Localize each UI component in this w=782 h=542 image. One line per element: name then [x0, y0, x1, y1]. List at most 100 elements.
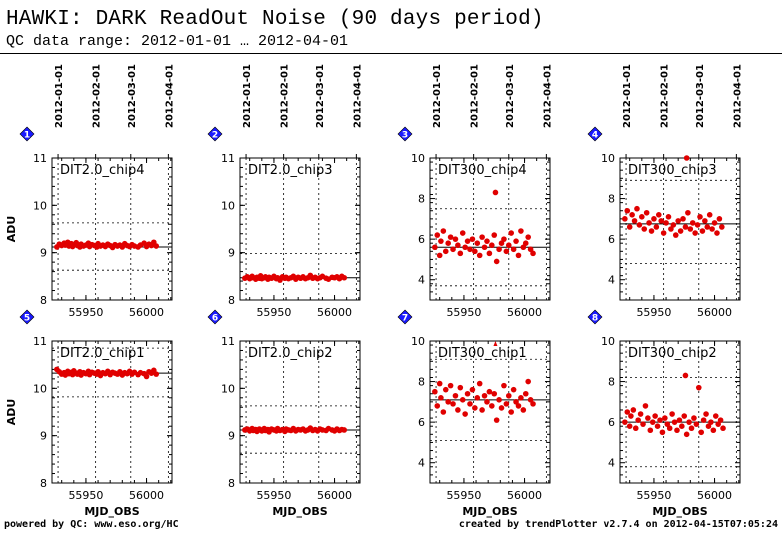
data-point	[634, 205, 640, 212]
y-tick-label: 6	[608, 233, 615, 246]
data-point	[455, 242, 461, 249]
panel-number-badge	[587, 126, 603, 142]
data-point	[628, 413, 634, 419]
data-point	[655, 212, 662, 218]
data-point	[486, 250, 493, 257]
data-point	[457, 250, 464, 257]
y-tick-label: 6	[418, 233, 425, 246]
data-point	[525, 378, 531, 385]
data-point	[699, 228, 706, 234]
data-point	[709, 226, 715, 232]
data-point	[648, 228, 655, 234]
x-tick-label: 55950	[256, 306, 291, 319]
x-tick-label: 55950	[256, 489, 291, 502]
data-point	[469, 236, 476, 242]
data-point	[663, 220, 669, 226]
data-point	[153, 243, 160, 249]
data-point	[464, 390, 471, 397]
date-label: 2012-03-01	[695, 64, 706, 128]
panel-label: DIT2.0_chip3	[248, 163, 332, 178]
y-tick-label: 4	[608, 457, 615, 470]
data-point	[622, 216, 628, 222]
x-tick-label: 56000	[697, 306, 732, 319]
y-tick-label: 11	[33, 335, 47, 348]
x-axis-title: MJD_OBS	[272, 505, 327, 518]
y-tick-label: 10	[33, 199, 47, 212]
panel-number: 7	[402, 314, 408, 324]
data-point	[719, 224, 725, 230]
data-point	[440, 409, 447, 415]
data-point	[649, 419, 656, 425]
data-point	[491, 390, 498, 397]
panel-number-badge	[397, 126, 413, 142]
y-tick-label: 9	[40, 247, 47, 260]
data-point	[450, 401, 456, 407]
panel-label: DIT300_chip3	[628, 163, 717, 178]
date-label: 2012-02-01	[470, 64, 481, 128]
data-point	[686, 419, 692, 425]
data-point	[503, 248, 510, 255]
data-point	[505, 242, 512, 249]
data-point	[682, 224, 689, 230]
data-point	[452, 236, 459, 242]
data-point	[639, 214, 645, 220]
data-point	[518, 228, 524, 234]
footer-created-by: created by trendPlotter v2.7.4 on 2012-0…	[458, 519, 778, 530]
data-point	[505, 392, 512, 399]
data-point	[447, 382, 454, 389]
data-point	[691, 415, 697, 421]
data-point	[496, 246, 502, 253]
data-point	[706, 212, 713, 218]
data-point	[693, 421, 700, 427]
x-tick-label: 55950	[446, 489, 481, 502]
data-point	[636, 222, 643, 228]
y-tick-label: 10	[221, 199, 235, 212]
data-point	[657, 417, 663, 423]
date-label: 2012-01-01	[622, 64, 633, 128]
page-title: HAWKI: DARK ReadOut Noise (90 days perio…	[6, 8, 544, 31]
panel-number-badge	[207, 309, 223, 325]
data-point	[515, 403, 522, 409]
data-point	[698, 429, 705, 436]
panel-number: 4	[592, 131, 598, 141]
outlier-marker	[493, 341, 498, 346]
panel-number: 5	[24, 314, 30, 324]
y-tick-label: 10	[601, 335, 615, 348]
y-tick-label: 11	[221, 152, 235, 165]
x-tick-label: 55950	[446, 306, 481, 319]
data-point	[720, 425, 726, 432]
data-point	[631, 218, 638, 224]
data-point	[626, 423, 633, 430]
data-point	[665, 214, 672, 220]
data-point	[479, 407, 485, 413]
panel-number-badge	[19, 309, 35, 325]
x-tick-label: 56000	[507, 306, 542, 319]
data-point	[493, 417, 500, 423]
data-point	[341, 427, 348, 433]
data-point	[694, 222, 701, 228]
data-point	[464, 238, 471, 244]
panel-number: 1	[24, 131, 30, 141]
data-point	[662, 415, 668, 421]
data-point	[447, 234, 454, 240]
y-tick-label: 10	[601, 152, 615, 165]
data-point	[703, 411, 709, 417]
y-tick-label: 8	[418, 376, 425, 389]
data-point	[467, 401, 473, 407]
data-point	[489, 403, 495, 409]
panel-number-badge	[207, 126, 223, 142]
data-point	[501, 236, 507, 242]
panel-number: 6	[212, 314, 218, 324]
panel-number-badge	[19, 126, 35, 142]
y-tick-label: 6	[608, 416, 615, 429]
data-point	[518, 395, 524, 401]
y-tick-label: 4	[608, 274, 615, 287]
data-point	[645, 415, 651, 421]
data-point	[666, 425, 673, 432]
x-tick-label: 56000	[129, 306, 164, 319]
date-label: 2012-04-01	[352, 64, 363, 128]
panel-label: DIT2.0_chip4	[60, 163, 144, 178]
data-point	[432, 388, 438, 395]
y-tick-label: 10	[33, 382, 47, 395]
data-point	[432, 244, 438, 251]
